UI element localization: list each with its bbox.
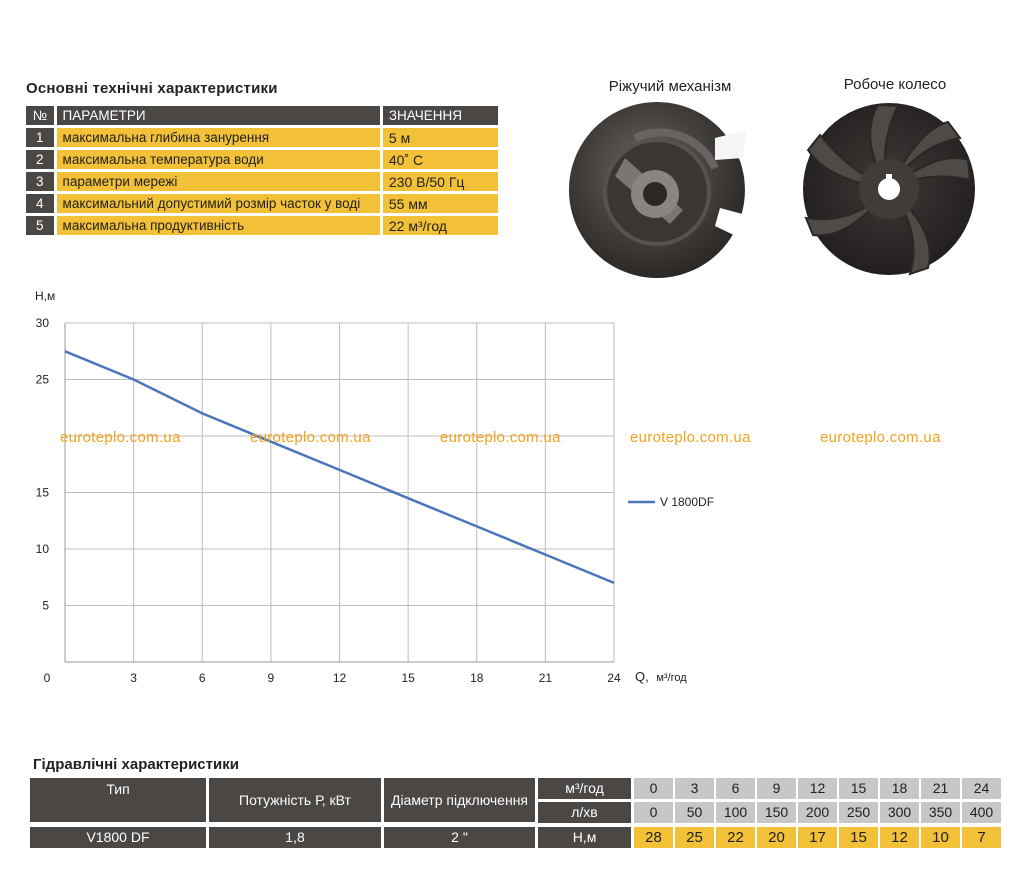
spec-row: 4 максимальний допустимий розмір часток … [26, 194, 498, 213]
x-tick-label: 21 [539, 671, 553, 685]
head-value: 25 [675, 827, 714, 848]
spec-header-num: № [26, 106, 54, 125]
y-tick-label: 15 [36, 486, 50, 500]
unit-lmin-label: л/хв [538, 802, 631, 823]
watermarks: euroteplo.com.ua euroteplo.com.ua eurotepl… [60, 429, 941, 446]
watermark-text: euroteplo.com.ua [60, 429, 181, 446]
spec-row-value: 55 мм [382, 194, 498, 213]
spec-header-row: № ПАРАМЕТРИ ЗНАЧЕННЯ [26, 106, 498, 125]
watermark-text: euroteplo.com.ua [630, 429, 751, 446]
x-tick-label: 6 [199, 671, 206, 685]
q-m3-value: 3 [675, 778, 714, 799]
q-lmin-value: 150 [757, 802, 796, 823]
spec-header-param: ПАРАМЕТРИ [56, 106, 380, 125]
spec-title: Основні технічні характеристики [26, 80, 278, 97]
head-value: 20 [757, 827, 796, 848]
q-m3-value: 12 [798, 778, 837, 799]
chart-legend: V 1800DF [628, 495, 714, 509]
spec-row-param: максимальна глибина занурення [56, 128, 380, 147]
spec-header-value: ЗНАЧЕННЯ [382, 106, 498, 125]
spec-row-param: параметри мережі [56, 172, 380, 191]
head-value: 10 [921, 827, 960, 848]
x-tick-label: 18 [470, 671, 484, 685]
watermark-text: euroteplo.com.ua [440, 429, 561, 446]
x-tick-label: 15 [401, 671, 415, 685]
model-type: V1800 DF [30, 827, 206, 848]
head-value: 28 [634, 827, 673, 848]
unit-h-label: Н,м [538, 827, 631, 848]
spec-row-num: 3 [26, 172, 54, 191]
q-lmin-value: 400 [962, 802, 1001, 823]
q-lmin-value: 350 [921, 802, 960, 823]
q-m3-value: 21 [921, 778, 960, 799]
spec-row: 1 максимальна глибина занурення 5 м [26, 128, 498, 147]
legend-label: V 1800DF [660, 495, 714, 509]
x-tick-label: 0 [44, 671, 51, 685]
model-diameter: 2 " [384, 827, 535, 848]
hydraulic-title: Гідравлічні характеристики [33, 756, 239, 773]
q-lmin-value: 250 [839, 802, 878, 823]
cutting-mechanism-image [568, 102, 750, 278]
q-m3-value: 0 [634, 778, 673, 799]
model-power: 1,8 [209, 827, 381, 848]
spec-row: 3 параметри мережі 230 В/50 Гц [26, 172, 498, 191]
q-m3-value: 15 [839, 778, 878, 799]
head-value: 7 [962, 827, 1001, 848]
y-tick-label: 10 [36, 542, 50, 556]
head-value: 17 [798, 827, 837, 848]
watermark-text: euroteplo.com.ua [820, 429, 941, 446]
y-tick-label: 25 [36, 373, 50, 387]
y-tick-label: 5 [42, 599, 49, 613]
col-power-header: Потужність Р, кВт [209, 778, 381, 822]
y-axis-label: H,м [35, 289, 55, 303]
q-lmin-value: 50 [675, 802, 714, 823]
spec-row-num: 4 [26, 194, 54, 213]
spec-row-value: 40˚ С [382, 150, 498, 169]
spec-row-param: максимальна температура води [56, 150, 380, 169]
q-m3-value: 9 [757, 778, 796, 799]
impeller-image [803, 103, 975, 276]
col-type-header: Тип [30, 778, 206, 822]
q-m3-value: 6 [716, 778, 755, 799]
chart-ticks: 0 3 6 9 12 15 18 21 24 5 10 15 25 30 [36, 316, 621, 685]
unit-m3-label: м³/год [538, 778, 631, 799]
q-lmin-value: 100 [716, 802, 755, 823]
q-lmin-value: 0 [634, 802, 673, 823]
series-line-v1800df [64, 350, 615, 585]
spec-row-param: максимальний допустимий розмір часток у … [56, 194, 380, 213]
spec-table: № ПАРАМЕТРИ ЗНАЧЕННЯ 1 максимальна глиби… [26, 103, 498, 238]
spec-row-param: максимальна продуктивність [56, 216, 380, 235]
spec-row-value: 230 В/50 Гц [382, 172, 498, 191]
x-axis-label: Q, м³/год [635, 669, 687, 684]
q-m3-value: 24 [962, 778, 1001, 799]
spec-row: 2 максимальна температура води 40˚ С [26, 150, 498, 169]
head-value: 15 [839, 827, 878, 848]
spec-row: 5 максимальна продуктивність 22 м³/год [26, 216, 498, 235]
y-tick-label: 30 [36, 316, 50, 330]
spec-row-num: 1 [26, 128, 54, 147]
x-tick-label: 24 [607, 671, 621, 685]
q-lmin-value: 200 [798, 802, 837, 823]
col-diameter-header: Діаметр підключення [384, 778, 535, 822]
head-value: 12 [880, 827, 919, 848]
spec-row-value: 5 м [382, 128, 498, 147]
x-tick-label: 3 [130, 671, 137, 685]
cutting-mechanism-label: Ріжучий механізм [608, 78, 732, 95]
chart-grid [64, 322, 615, 662]
head-value: 22 [716, 827, 755, 848]
spec-row-num: 5 [26, 216, 54, 235]
q-lmin-value: 300 [880, 802, 919, 823]
spec-row-num: 2 [26, 150, 54, 169]
q-m3-value: 18 [880, 778, 919, 799]
x-tick-label: 12 [333, 671, 347, 685]
chart-axes [64, 323, 614, 663]
head-flow-chart: 0 3 6 9 12 15 18 21 24 5 10 15 25 30 euroteplo.com.ua… [35, 289, 941, 685]
x-tick-label: 9 [268, 671, 275, 685]
chart-series [64, 350, 615, 585]
impeller-label: Робоче колесо [843, 76, 947, 93]
watermark-text: euroteplo.com.ua [250, 429, 371, 446]
spec-row-value: 22 м³/год [382, 216, 498, 235]
